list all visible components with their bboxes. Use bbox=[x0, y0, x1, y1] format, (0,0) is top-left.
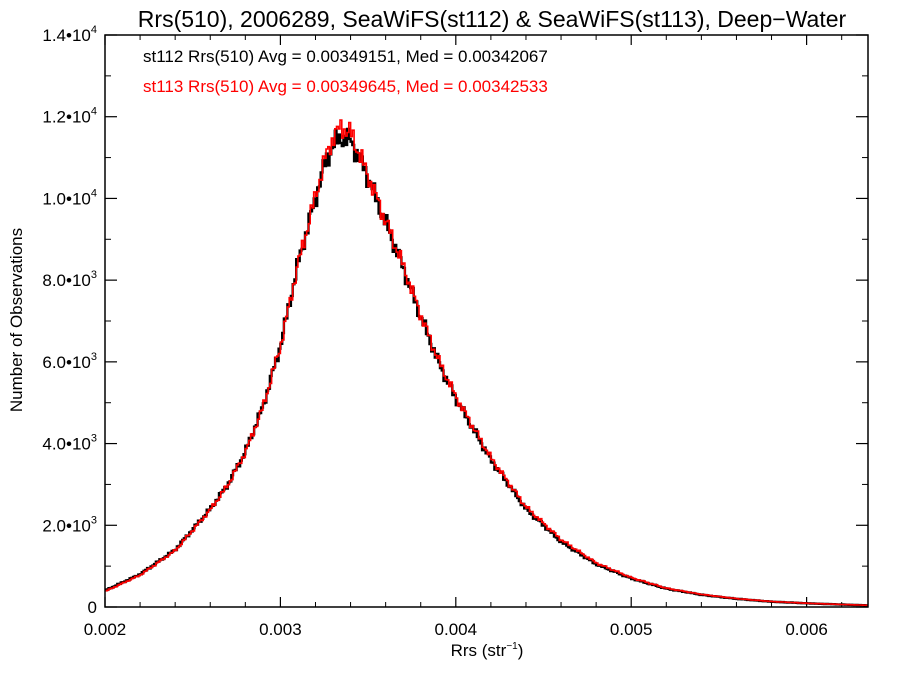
y-tick-label-exponent: 3 bbox=[91, 433, 97, 445]
chart-title: Rrs(510), 2006289, SeaWiFS(st112) & SeaW… bbox=[138, 6, 847, 32]
x-axis-label-end: ) bbox=[518, 641, 524, 660]
x-tick-label: 0.005 bbox=[610, 620, 653, 639]
y-tick-label-exponent: 3 bbox=[91, 514, 97, 526]
annotation-text: st113 Rrs(510) Avg = 0.00349645, Med = 0… bbox=[143, 77, 548, 96]
x-axis-label-superscript: −1 bbox=[506, 641, 518, 652]
y-tick-label: 2.0•103 bbox=[42, 514, 97, 535]
y-tick-label-base: 1.4•10 bbox=[42, 26, 91, 45]
y-tick-label: 4.0•103 bbox=[42, 433, 97, 454]
y-tick-label-exponent: 4 bbox=[91, 24, 97, 36]
annotation-text: st112 Rrs(510) Avg = 0.00349151, Med = 0… bbox=[143, 47, 548, 66]
y-tick-label-exponent: 4 bbox=[91, 187, 97, 199]
x-axis-label: Rrs (str−1) bbox=[451, 641, 524, 660]
y-tick-label-base: 0 bbox=[88, 598, 97, 617]
y-tick-label: 0 bbox=[88, 598, 97, 617]
series-layer bbox=[105, 119, 868, 607]
y-tick-label: 1.0•104 bbox=[42, 187, 97, 208]
x-axis-label-text: Rrs (str bbox=[451, 641, 507, 660]
y-tick-label-exponent: 3 bbox=[91, 269, 97, 281]
y-tick-label-base: 6.0•10 bbox=[42, 353, 91, 372]
annotations: st112 Rrs(510) Avg = 0.00349151, Med = 0… bbox=[143, 47, 548, 96]
x-tick-label: 0.002 bbox=[84, 620, 127, 639]
series-st113-histogram bbox=[105, 119, 868, 607]
y-tick-label-exponent: 3 bbox=[91, 351, 97, 363]
y-tick-label-exponent: 4 bbox=[91, 106, 97, 118]
x-tick-label: 0.003 bbox=[259, 620, 302, 639]
y-tick-label-base: 4.0•10 bbox=[42, 435, 91, 454]
y-axis-label: Number of Observations bbox=[7, 228, 26, 412]
plot-frame bbox=[104, 34, 869, 608]
x-tick-label: 0.006 bbox=[785, 620, 828, 639]
y-tick-label: 1.4•104 bbox=[42, 24, 97, 45]
y-tick-label-base: 2.0•10 bbox=[42, 516, 91, 535]
series-st112-histogram bbox=[105, 127, 868, 607]
axis-ticks: 0.002 0.003 0.004 0.005 0.00602.0•1034.0•103… bbox=[42, 24, 868, 639]
y-tick-label-base: 1.2•10 bbox=[42, 108, 91, 127]
x-tick-label: 0.004 bbox=[435, 620, 478, 639]
y-tick-label: 8.0•103 bbox=[42, 269, 97, 290]
y-tick-label-base: 8.0•10 bbox=[42, 271, 91, 290]
y-tick-label-base: 1.0•10 bbox=[42, 189, 91, 208]
y-tick-label: 6.0•103 bbox=[42, 351, 97, 372]
y-tick-label: 1.2•104 bbox=[42, 106, 97, 127]
